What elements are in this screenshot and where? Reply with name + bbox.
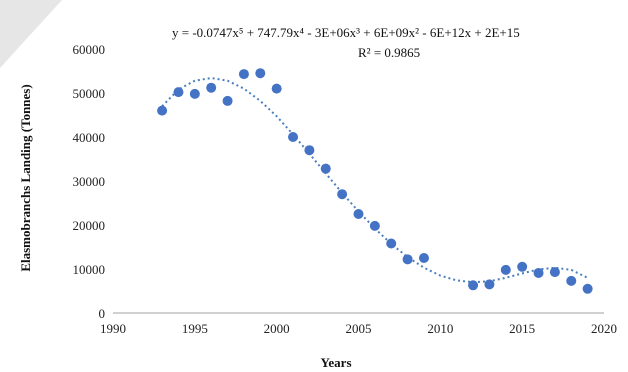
- data-point: [222, 95, 233, 106]
- data-point: [500, 264, 511, 275]
- trendline: [161, 76, 589, 284]
- data-point: [157, 105, 168, 116]
- corner-watermark-shape: [0, 0, 62, 68]
- trendline-equation: y = -0.0747x⁵ + 747.79x⁴ - 3E+06x³ + 6E+…: [172, 25, 520, 40]
- data-point: [484, 279, 495, 290]
- y-tick-label: 40000: [73, 130, 106, 145]
- x-axis-title: Years: [320, 355, 351, 370]
- x-tick-label: 2020: [591, 321, 617, 336]
- data-point: [468, 280, 479, 291]
- data-point: [418, 253, 429, 263]
- x-axis-ticks: 1990 1995 2000 2005 2010 2015 2020: [100, 321, 617, 336]
- data-point: [288, 132, 299, 142]
- data-point: [369, 220, 380, 231]
- r-squared-label: R² = 0.9865: [358, 45, 420, 60]
- x-tick-label: 2010: [427, 321, 453, 336]
- data-point: [566, 275, 577, 286]
- data-points: [157, 68, 593, 294]
- data-point: [173, 87, 184, 98]
- data-point: [402, 254, 413, 265]
- data-point: [238, 69, 249, 80]
- y-tick-label: 10000: [73, 262, 106, 277]
- data-point: [533, 267, 544, 278]
- y-axis-title: Elasmobranchs Landing (Tonnes): [18, 84, 33, 271]
- data-point: [304, 145, 315, 156]
- x-tick-label: 1995: [182, 321, 208, 336]
- data-point: [353, 209, 364, 219]
- y-axis-ticks: 0 10000 20000 30000 40000 50000 60000: [73, 42, 106, 321]
- data-point: [320, 163, 331, 174]
- data-point: [255, 68, 266, 79]
- y-tick-label: 50000: [73, 86, 106, 101]
- data-point: [206, 82, 217, 93]
- y-tick-label: 30000: [73, 174, 106, 189]
- y-tick-label: 60000: [73, 42, 106, 57]
- x-tick-label: 2000: [264, 321, 290, 336]
- data-point: [189, 88, 200, 99]
- data-point: [549, 267, 560, 278]
- data-point: [271, 83, 282, 94]
- x-tick-label: 2015: [509, 321, 535, 336]
- data-point: [517, 261, 528, 272]
- y-tick-label: 20000: [73, 218, 106, 233]
- data-point: [337, 189, 348, 200]
- x-tick-label: 1990: [100, 321, 126, 336]
- data-point: [582, 283, 593, 294]
- y-tick-label: 0: [99, 306, 106, 321]
- data-point: [386, 238, 397, 249]
- x-tick-label: 2005: [346, 321, 372, 336]
